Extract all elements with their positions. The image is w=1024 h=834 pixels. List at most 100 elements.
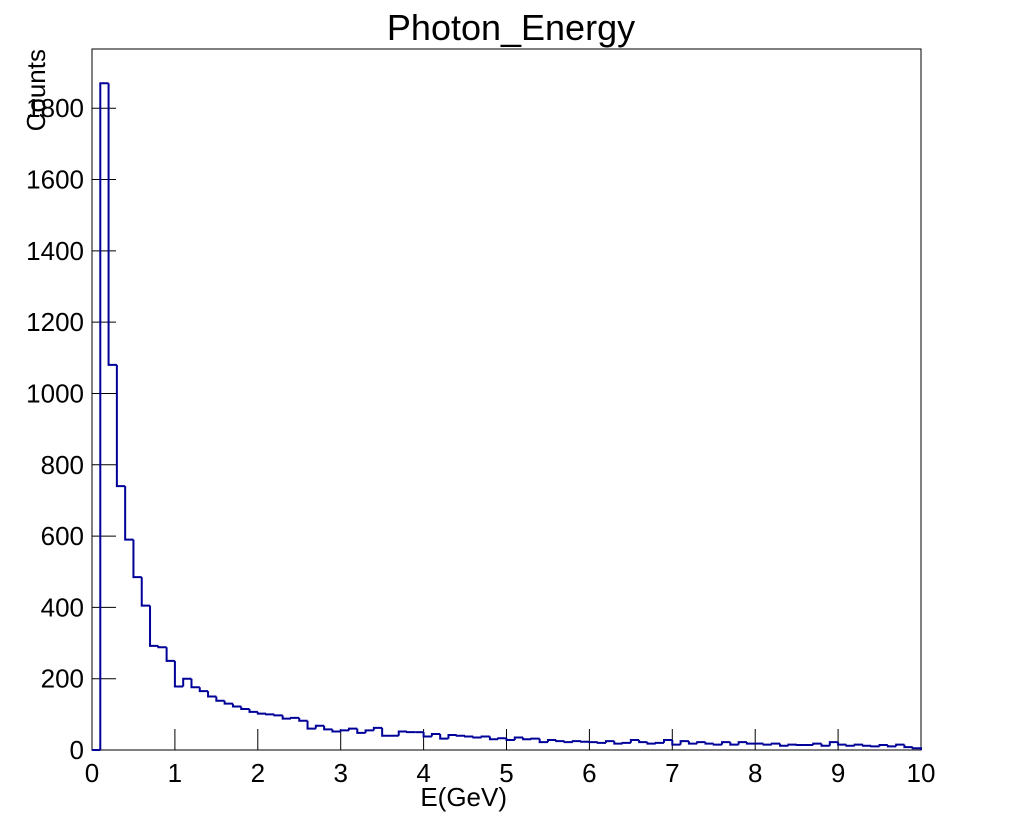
- x-axis-title: E(GeV): [420, 782, 507, 812]
- histogram-bin: [455, 734, 466, 737]
- x-tick-label: 8: [748, 758, 762, 788]
- histogram-bin: [422, 732, 432, 738]
- histogram-bin: [687, 741, 698, 745]
- y-tick-label: 800: [41, 450, 84, 480]
- histogram-bin: [198, 687, 209, 693]
- histogram-bin: [563, 741, 573, 744]
- histogram-bin: [530, 737, 540, 740]
- histogram-bin: [745, 742, 756, 745]
- histogram-bin: [704, 742, 714, 745]
- histogram-bin: [140, 577, 151, 607]
- histogram-bin: [522, 737, 532, 741]
- histogram-bin: [430, 732, 441, 737]
- histogram-bin: [604, 740, 615, 743]
- histogram-bin: [721, 741, 731, 745]
- histogram-bin: [397, 730, 408, 736]
- y-tick-label: 0: [70, 735, 84, 765]
- histogram-bin: [853, 743, 863, 746]
- histogram-bin: [903, 744, 913, 749]
- histogram-bin: [538, 738, 548, 744]
- histogram-bin: [571, 740, 582, 743]
- histogram-bin: [381, 727, 391, 737]
- histogram-bin: [895, 743, 905, 747]
- x-tick-label: 6: [582, 758, 596, 788]
- histogram-bin: [911, 747, 922, 750]
- histogram-bin: [654, 741, 665, 744]
- histogram-bin: [663, 739, 673, 743]
- histogram-bin: [505, 738, 515, 742]
- histogram-bin: [289, 716, 300, 719]
- histogram-bin: [99, 82, 109, 750]
- histogram-bin: [861, 744, 872, 747]
- histogram-bin: [787, 743, 797, 746]
- histogram-bin: [223, 700, 233, 705]
- histogram-bin: [256, 711, 267, 715]
- histogram-bin: [364, 729, 374, 733]
- histogram-bin: [497, 737, 507, 740]
- histogram-bin: [596, 741, 606, 744]
- histogram-bin: [679, 740, 689, 745]
- y-tick-label: 200: [41, 664, 84, 694]
- histogram-bin: [439, 733, 449, 740]
- x-tick-label: 0: [85, 758, 99, 788]
- histogram-bin: [712, 743, 723, 746]
- histogram-bin: [671, 740, 681, 746]
- y-tick-label: 1400: [26, 236, 84, 266]
- histogram-bin: [207, 691, 217, 698]
- histogram-bin: [820, 743, 830, 747]
- histogram-bin: [480, 735, 490, 738]
- histogram-bin: [828, 741, 839, 746]
- histogram-bin: [248, 708, 258, 713]
- histogram-bin: [696, 741, 706, 744]
- histogram-bin: [621, 741, 631, 744]
- histogram-bin: [638, 740, 648, 744]
- histogram-bin: [762, 743, 772, 746]
- histogram-bin: [812, 742, 822, 746]
- x-tick-label: 3: [333, 758, 347, 788]
- histogram-bin: [546, 739, 557, 743]
- histogram-bin: [281, 715, 291, 720]
- histogram-bin: [555, 740, 565, 743]
- x-tick-label: 7: [665, 758, 679, 788]
- x-tick-label: 2: [251, 758, 265, 788]
- histogram-bin: [157, 645, 167, 649]
- y-tick-label: 1800: [26, 93, 84, 123]
- x-tick-label: 10: [907, 758, 936, 788]
- histogram-bin: [331, 729, 341, 733]
- histogram-bin: [886, 745, 897, 748]
- chart-title: Photon_Energy: [387, 7, 635, 48]
- y-tick-label: 1600: [26, 165, 84, 195]
- y-tick-label: 400: [41, 592, 84, 622]
- histogram-bin: [613, 741, 623, 745]
- histogram-bin: [580, 740, 590, 743]
- histogram-bin: [314, 724, 325, 729]
- x-tick-label: 4: [416, 758, 430, 788]
- histogram-bin: [464, 735, 474, 738]
- histogram-bin: [472, 736, 482, 739]
- histogram-bin: [173, 660, 184, 688]
- histogram-bin: [273, 714, 283, 717]
- y-tick-label: 1000: [26, 378, 84, 408]
- histogram-bin: [737, 741, 747, 745]
- histogram-bin: [447, 734, 457, 739]
- histogram-bin: [779, 743, 789, 747]
- histogram-bin: [165, 647, 175, 662]
- histogram-bin: [878, 744, 888, 747]
- histogram-bin: [132, 539, 142, 579]
- histogram-bin: [265, 713, 275, 716]
- y-tick-label: 600: [41, 521, 84, 551]
- histogram-bin: [298, 717, 308, 722]
- histogram-bin: [215, 696, 225, 702]
- histogram-bin: [306, 720, 316, 730]
- x-tick-label: 5: [499, 758, 513, 788]
- histogram-bin: [149, 605, 159, 647]
- histogram-bin: [629, 739, 640, 743]
- histogram-bin: [323, 725, 333, 731]
- histogram-bin: [339, 729, 349, 732]
- histogram-bin: [231, 703, 242, 708]
- histogram-bin: [845, 744, 855, 747]
- histogram-bin: [240, 706, 250, 710]
- histogram-bin: [356, 728, 366, 734]
- histogram-bin: [107, 83, 117, 366]
